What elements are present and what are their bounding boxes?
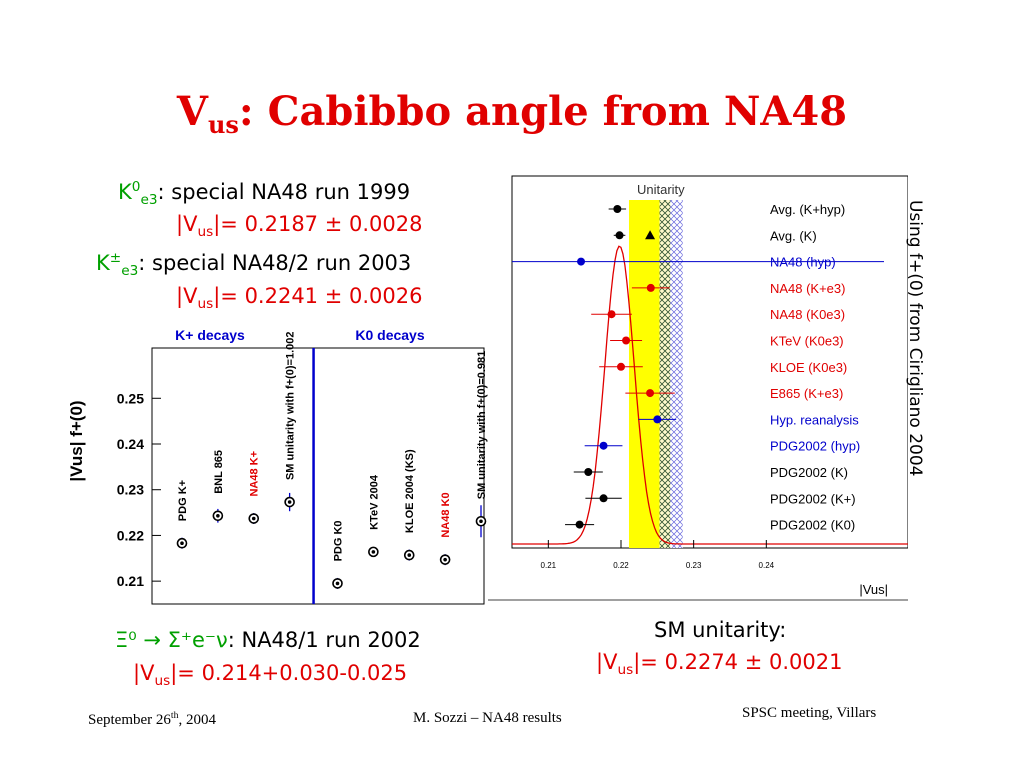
data-point (653, 415, 662, 424)
data-point (615, 231, 624, 240)
point-label: PDG K0 (333, 520, 345, 561)
unitarity-band (628, 200, 660, 548)
data-point-center (180, 541, 184, 545)
data-point-center (407, 553, 412, 557)
point-label: KLOE 2004 (KS) (404, 449, 416, 533)
kpm-description: K±e3: special NA48/2 run 2003 (96, 250, 412, 280)
cirigliano-note: Using f+(0) from Cirigliano 2004 (905, 200, 925, 477)
x-axis-label: |Vus| (859, 582, 888, 597)
k0-vus-value: |Vus|= 0.2187 ± 0.0028 (176, 212, 423, 241)
data-point (584, 468, 593, 476)
data-point (613, 205, 622, 213)
y-tick-label: 0.21 (117, 573, 144, 589)
y-tick-label: 0.25 (117, 390, 144, 406)
group-label-kplus: K+ decays (175, 327, 245, 343)
row-label: KTeV (K0e3) (770, 334, 844, 349)
data-point (646, 283, 655, 292)
y-tick-label: 0.22 (117, 527, 144, 543)
row-label: NA48 (K0e3) (770, 307, 845, 322)
data-point-center (335, 581, 340, 586)
data-point (575, 520, 584, 529)
data-point (599, 494, 608, 503)
data-point-center (216, 513, 220, 518)
footer-author: M. Sozzi – NA48 results (413, 710, 562, 726)
vus-f0-chart: 0.21 0.22 0.23 0.24 0.25 |Vus| f+(0) K+ decays… (67, 327, 488, 605)
data-point (599, 441, 608, 450)
row-label: NA48 (K+e3) (770, 281, 846, 296)
point-label: NA48 K0 (440, 492, 452, 537)
data-point-center (287, 500, 292, 504)
triangle-marker (645, 230, 656, 240)
data-point (577, 257, 586, 266)
kpm-vus-value: |Vus|= 0.2241 ± 0.0026 (176, 284, 423, 313)
row-label: PDG2002 (K) (770, 465, 848, 480)
unitarity-hatch-inner (659, 200, 671, 548)
y-tick-label: 0.24 (117, 436, 144, 452)
page-title: Vus: Cabibbo angle from NA48 (176, 88, 848, 139)
data-point-center (251, 516, 256, 521)
unitarity-label: Unitarity (637, 182, 685, 197)
gaussian-curve (512, 245, 908, 545)
sm-unitarity-label: SM unitarity: (654, 618, 787, 642)
row-label: KLOE (K0e3) (770, 360, 847, 375)
group-label-k0: K0 decays (355, 327, 424, 343)
k0-description: K0e3: special NA48 run 1999 (118, 179, 411, 209)
point-label: PDG K+ (177, 480, 189, 521)
data-point-center (443, 557, 447, 562)
footer-date: September 26th, 2004 (88, 710, 216, 728)
point-label: SM unitarity with f+(0)=1.002 (285, 332, 297, 481)
xi-description: Ξ⁰ → Σ⁺e⁻ν: NA48/1 run 2002 (115, 628, 421, 652)
x-tick-label: 0.21 (541, 561, 557, 570)
sm-vus-value: |Vus|= 0.2274 ± 0.0021 (596, 650, 843, 679)
point-label: NA48 K+ (249, 451, 261, 497)
row-label: Hyp. reanalysis (770, 412, 859, 427)
row-label: Avg. (K+hyp) (770, 202, 845, 217)
vus-comparison-chart: Unitarity Avg. (K+hyp) Avg. (K) NA48 (hyp) N… (488, 175, 908, 601)
data-point (616, 362, 625, 371)
row-label: NA48 (hyp) (770, 255, 836, 270)
row-label: E865 (K+e3) (770, 386, 843, 401)
y-axis-label: |Vus| f+(0) (67, 400, 86, 481)
unitarity-hatch-outer (670, 200, 683, 548)
x-tick-label: 0.22 (613, 561, 629, 570)
y-tick-label: 0.23 (117, 482, 144, 498)
point-label: BNL 865 (213, 450, 225, 494)
row-label: Avg. (K) (770, 228, 817, 243)
point-label: SM unitarity with f+(0)=0.981 (476, 351, 488, 500)
xi-vus-value: |Vus|= 0.214+0.030-0.025 (133, 661, 408, 690)
x-tick-label: 0.24 (759, 561, 775, 570)
footer-meeting: SPSC meeting, Villars (742, 705, 877, 721)
x-tick-label: 0.23 (686, 561, 702, 570)
row-label: PDG2002 (K+) (770, 491, 856, 506)
data-point (607, 310, 616, 319)
data-point-center (479, 519, 483, 524)
plot-frame (151, 347, 485, 605)
row-label: PDG2002 (K0) (770, 518, 855, 533)
point-label: KTeV 2004 (368, 474, 380, 530)
data-point (622, 336, 631, 345)
plot-frame (511, 175, 908, 549)
row-label: PDG2002 (hyp) (770, 439, 860, 454)
data-point (646, 389, 655, 398)
data-point-center (371, 550, 376, 554)
